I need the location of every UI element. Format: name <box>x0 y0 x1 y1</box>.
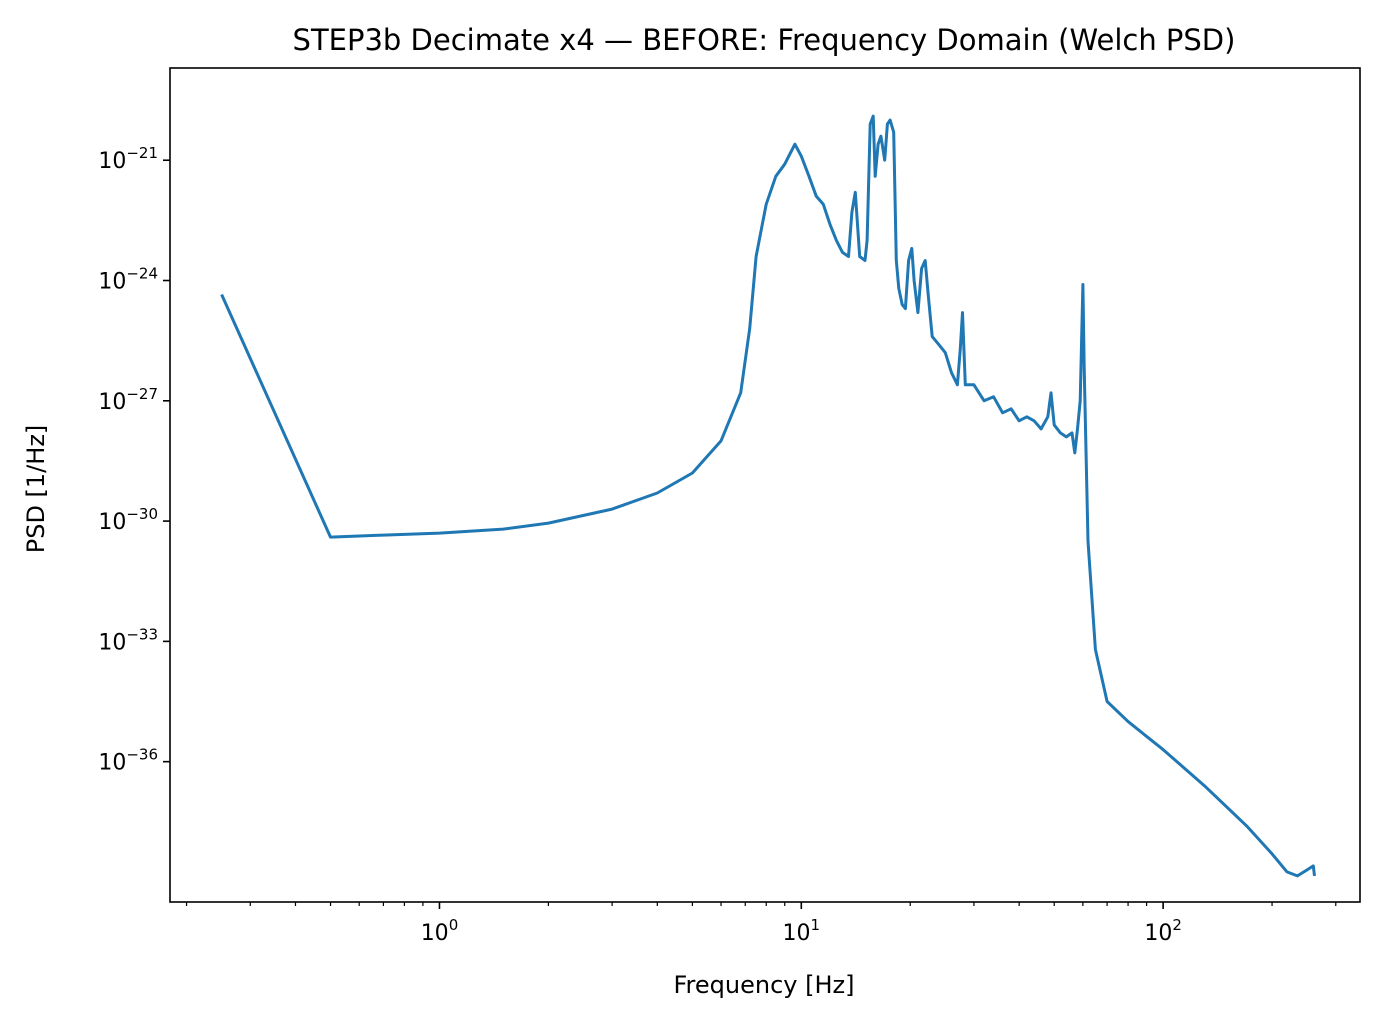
y-tick-label: 10−27 <box>98 385 158 415</box>
plot-area-frame <box>169 67 1361 903</box>
y-tick-label: 10−21 <box>98 144 158 174</box>
x-axis-label: Frequency [Hz] <box>674 971 855 999</box>
y-tick-label: 10−36 <box>98 746 158 776</box>
psd-series-line <box>220 114 1316 878</box>
chart-title: STEP3b Decimate x4 — BEFORE: Frequency D… <box>293 23 1236 57</box>
y-axis-ticks: 10−21 10−24 10−27 10−30 10−33 10−36 <box>98 144 170 776</box>
y-axis-label: PSD [1/Hz] <box>22 425 50 554</box>
y-tick-label: 10−30 <box>98 505 158 535</box>
x-tick-label: 102 <box>1144 916 1182 946</box>
y-tick-label: 10−24 <box>98 265 158 295</box>
x-tick-label: 100 <box>421 916 459 946</box>
x-tick-label: 101 <box>783 916 821 946</box>
y-tick-label: 10−33 <box>98 625 158 655</box>
x-axis-ticks: 100 101 102 <box>185 902 1337 946</box>
